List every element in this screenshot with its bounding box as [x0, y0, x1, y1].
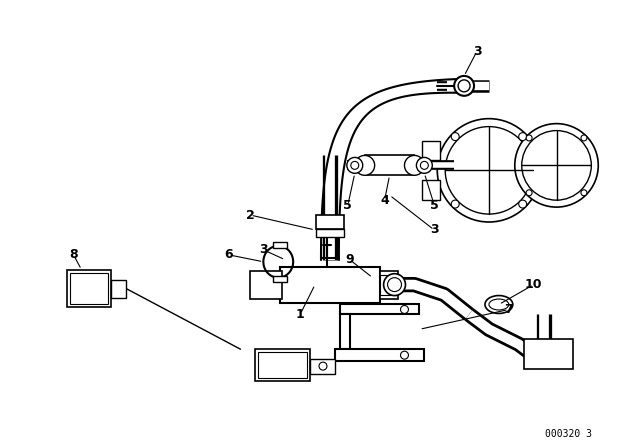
- Bar: [273, 242, 287, 248]
- Bar: [316, 215, 344, 229]
- Text: 3: 3: [473, 45, 481, 58]
- Ellipse shape: [485, 296, 513, 314]
- Text: 3: 3: [430, 224, 438, 237]
- Circle shape: [445, 127, 532, 214]
- Bar: [380, 271, 397, 298]
- Text: 6: 6: [224, 248, 233, 261]
- Circle shape: [401, 306, 408, 314]
- Circle shape: [417, 157, 432, 173]
- Text: 000320 3: 000320 3: [545, 429, 592, 439]
- Circle shape: [401, 351, 408, 359]
- Circle shape: [526, 135, 532, 141]
- Bar: [310, 359, 335, 374]
- Circle shape: [581, 190, 587, 196]
- Text: 8: 8: [69, 248, 78, 261]
- Bar: [70, 273, 108, 305]
- Circle shape: [515, 124, 598, 207]
- Circle shape: [518, 200, 527, 208]
- Bar: [335, 349, 424, 361]
- Bar: [380, 275, 397, 294]
- Bar: [422, 141, 440, 160]
- Circle shape: [388, 278, 401, 292]
- Circle shape: [383, 274, 406, 296]
- Bar: [250, 271, 282, 298]
- Text: 4: 4: [380, 194, 389, 207]
- Bar: [422, 180, 440, 200]
- Ellipse shape: [489, 299, 509, 310]
- Text: 9: 9: [346, 253, 354, 266]
- Bar: [340, 314, 350, 349]
- Circle shape: [526, 190, 532, 196]
- Circle shape: [451, 200, 459, 208]
- Circle shape: [458, 80, 470, 92]
- Circle shape: [319, 362, 327, 370]
- Bar: [259, 352, 307, 378]
- Text: 2: 2: [246, 209, 255, 222]
- Text: 5: 5: [344, 198, 352, 211]
- Text: 7: 7: [504, 303, 513, 316]
- Circle shape: [518, 133, 527, 141]
- Text: 1: 1: [296, 308, 305, 321]
- Ellipse shape: [404, 155, 424, 175]
- Bar: [340, 305, 419, 314]
- Bar: [365, 155, 415, 175]
- Text: 5: 5: [430, 198, 438, 211]
- Circle shape: [437, 119, 541, 222]
- Circle shape: [522, 130, 591, 200]
- Circle shape: [454, 76, 474, 96]
- Circle shape: [420, 161, 428, 169]
- Bar: [316, 229, 344, 237]
- Circle shape: [351, 161, 359, 169]
- Circle shape: [451, 133, 459, 141]
- Circle shape: [347, 157, 363, 173]
- Text: 3: 3: [259, 243, 268, 256]
- Bar: [273, 276, 287, 282]
- Bar: [280, 267, 380, 302]
- Bar: [524, 339, 573, 369]
- Text: 10: 10: [525, 278, 543, 291]
- Circle shape: [581, 135, 587, 141]
- Bar: [111, 280, 126, 297]
- Bar: [67, 270, 111, 307]
- Bar: [255, 349, 310, 381]
- Ellipse shape: [355, 155, 374, 175]
